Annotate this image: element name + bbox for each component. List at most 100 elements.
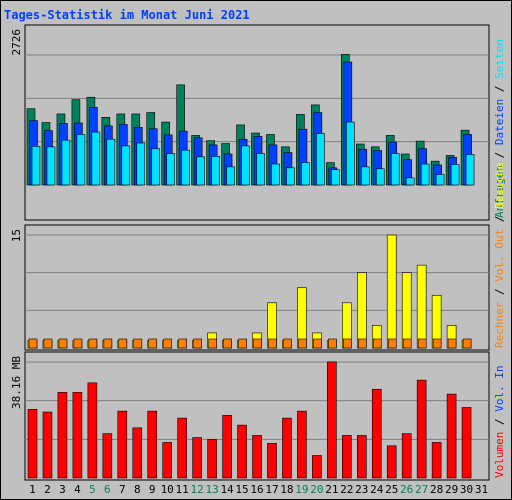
x-tick-day-26: 26 [400, 483, 413, 496]
bar-besuche-day-23 [356, 272, 367, 349]
y-max-label: 15 [10, 229, 23, 242]
bar-rechner-day-28 [432, 338, 442, 349]
bar-volumen-day-23 [356, 435, 367, 479]
bar-seiten-day-8 [136, 142, 146, 186]
x-tick-day-12: 12 [191, 483, 204, 496]
x-tick-day-2: 2 [44, 483, 51, 496]
bar-volumen-day-28 [431, 442, 442, 479]
x-tick-day-18: 18 [280, 483, 293, 496]
bar-rechner-day-3 [58, 338, 68, 349]
bar-rechner-day-26 [402, 338, 412, 349]
bar-seiten-day-22 [346, 121, 355, 186]
bar-seiten-day-9 [151, 148, 161, 186]
bar-volumen-day-25 [386, 445, 397, 479]
bar-volumen-day-19 [297, 410, 307, 479]
bar-volumen-day-21 [327, 361, 337, 479]
bar-volumen-day-20 [312, 455, 322, 479]
bar-rechner-day-6 [103, 338, 113, 349]
bar-volumen-day-1 [27, 408, 38, 479]
bar-seiten-day-29 [450, 164, 460, 186]
legend-volumen: Volumen [493, 432, 506, 478]
bar-rechner-day-8 [133, 338, 143, 349]
bar-seiten-day-14 [226, 166, 235, 186]
bar-volumen-day-18 [282, 417, 292, 479]
x-tick-day-29: 29 [445, 483, 458, 496]
bar-rechner-day-21 [328, 338, 337, 349]
x-axis-day-labels: 1 2 3 4 5 6 7 8 9 10 11 12 13 14 15 16 17 18 19 20 21 22 23 24 2… [29, 483, 488, 496]
bar-seiten-day-17 [271, 163, 280, 186]
bar-seiten-day-12 [196, 156, 205, 186]
bar-rechner-day-29 [447, 338, 457, 349]
legend-seiten: Seiten [493, 39, 506, 79]
bar-seiten-day-24 [375, 168, 385, 186]
bar-seiten-day-3 [61, 139, 71, 186]
x-tick-day-31: 31 [475, 483, 488, 496]
chart-panels: 2726 Anfragen / Dateien / Seiten 15 Rechner… [10, 24, 506, 481]
x-tick-day-14: 14 [220, 483, 234, 496]
bar-volumen-day-12 [192, 437, 202, 479]
y-max-label: 2726 [10, 29, 23, 56]
bar-volumen-day-13 [207, 439, 217, 479]
x-tick-day-4: 4 [74, 483, 81, 496]
x-tick-day-10: 10 [161, 483, 174, 496]
bar-besuche-day-27 [416, 264, 427, 349]
x-tick-day-27: 27 [415, 483, 428, 496]
bar-seiten-day-11 [181, 149, 190, 186]
x-tick-day-28: 28 [430, 483, 443, 496]
bar-rechner-day-20 [313, 338, 322, 349]
bar-rechner-day-30 [462, 338, 472, 349]
bar-volumen-day-3 [57, 391, 68, 479]
side-legend: Rechner / Vol. Out / Besuche [493, 163, 506, 348]
y-max-label: 38.16 MB [10, 356, 23, 409]
bar-volumen-day-16 [252, 435, 262, 479]
bar-rechner-day-16 [253, 338, 262, 349]
bar-rechner-day-5 [88, 338, 98, 349]
legend-separator: / [493, 209, 506, 229]
x-tick-day-17: 17 [265, 483, 278, 496]
bar-rechner-day-12 [193, 338, 202, 349]
bar-volumen-day-24 [371, 388, 382, 479]
bar-seiten-day-13 [211, 156, 220, 186]
legend-vol-out: Vol. Out [493, 229, 506, 282]
bar-seiten-day-23 [360, 166, 370, 186]
bar-seiten-day-26 [405, 177, 415, 186]
bar-rechner-day-25 [387, 338, 397, 349]
bar-rechner-day-4 [73, 338, 83, 349]
bar-seiten-day-25 [390, 153, 400, 186]
bar-seiten-day-15 [241, 145, 250, 186]
bar-rechner-day-1 [28, 338, 38, 349]
bar-rechner-day-22 [343, 338, 352, 349]
bar-seiten-day-19 [301, 162, 310, 186]
bar-volumen-day-9 [147, 410, 158, 479]
bar-rechner-day-10 [163, 338, 173, 349]
bar-seiten-day-7 [121, 145, 131, 186]
bar-volumen-day-29 [446, 393, 457, 479]
bar-volumen-day-4 [72, 391, 83, 479]
x-tick-day-13: 13 [205, 483, 218, 496]
bar-besuche-day-25 [386, 234, 397, 349]
panel-frame [24, 224, 490, 351]
bar-rechner-day-14 [223, 338, 232, 349]
bar-seiten-day-27 [420, 163, 430, 186]
bar-volumen-day-2 [42, 411, 53, 479]
x-tick-day-5: 5 [89, 483, 96, 496]
bar-seiten-day-2 [46, 146, 56, 186]
bar-seiten-day-21 [331, 169, 340, 186]
x-tick-day-3: 3 [59, 483, 66, 496]
bar-volumen-day-17 [267, 443, 277, 479]
bar-rechner-day-2 [43, 338, 53, 349]
legend-separator: / [493, 145, 506, 165]
bar-rechner-day-15 [238, 338, 247, 349]
x-tick-day-7: 7 [119, 483, 126, 496]
chart-title: Tages-Statistik im Monat Juni 2021 [4, 8, 250, 22]
x-tick-day-30: 30 [460, 483, 473, 496]
bar-rechner-day-17 [268, 338, 277, 349]
bar-volumen-day-7 [117, 410, 128, 479]
bar-rechner-day-27 [417, 338, 427, 349]
bar-seiten-day-6 [106, 138, 116, 186]
x-tick-day-15: 15 [235, 483, 248, 496]
bar-rechner-day-18 [283, 338, 292, 349]
legend-besuche: Besuche [493, 163, 506, 209]
x-tick-day-9: 9 [149, 483, 156, 496]
